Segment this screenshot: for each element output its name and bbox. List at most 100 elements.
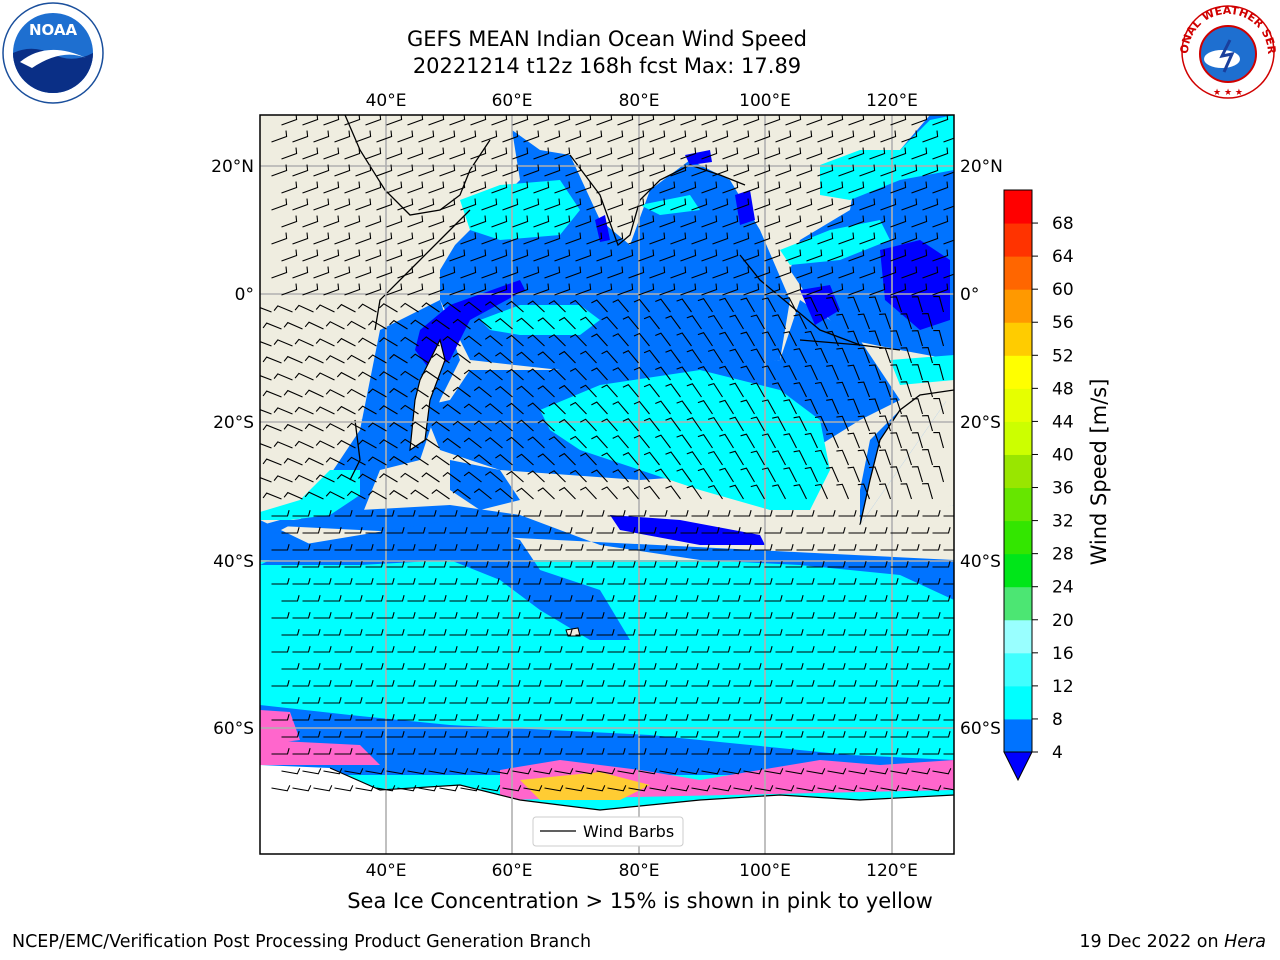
wind-barb — [764, 663, 783, 670]
wind-barb — [691, 680, 710, 687]
wind-barb — [911, 561, 930, 568]
wind-barb — [932, 561, 951, 568]
wind-barb — [544, 680, 563, 687]
wind-barb — [358, 439, 377, 449]
wind-barb — [262, 424, 282, 432]
wind-barb — [470, 147, 487, 160]
wind-barb — [484, 369, 503, 381]
wind-barb — [901, 130, 918, 143]
wind-barb — [719, 365, 734, 381]
wind-barb — [273, 373, 293, 381]
wind-barb — [859, 164, 876, 177]
wind-barb — [691, 130, 708, 143]
wind-barb — [554, 697, 573, 704]
wind-barb — [670, 612, 689, 619]
wind-barb — [932, 731, 951, 738]
wind-barb — [804, 364, 818, 381]
wind-barb — [428, 147, 445, 160]
barb-legend: Wind Barbs — [532, 816, 684, 847]
wind-barb — [764, 181, 781, 194]
wind-barb — [565, 714, 584, 721]
wind-barb — [879, 347, 892, 364]
wind-barb — [554, 147, 571, 160]
wind-barb — [537, 487, 555, 500]
wind-barb — [785, 527, 804, 534]
wind-barb — [355, 266, 372, 279]
wind-barb — [379, 337, 398, 347]
wind-barb — [502, 680, 521, 687]
wind-barb — [880, 785, 900, 792]
wind-barb — [733, 510, 752, 517]
wind-barb — [495, 386, 513, 398]
wind-barb — [649, 266, 666, 279]
wind-barb — [580, 384, 597, 398]
wind-barb — [334, 680, 353, 687]
wind-barb — [838, 130, 855, 143]
wind-barb — [827, 181, 844, 194]
wind-barb — [365, 629, 384, 636]
nws-logo: NATIONAL WEATHER SERVICE ★ ★ ★ — [1178, 2, 1278, 100]
wind-barb — [376, 544, 395, 551]
wind-barb — [569, 333, 587, 347]
wind-barb — [449, 147, 466, 160]
wind-barb — [449, 595, 468, 602]
wind-barb — [764, 768, 784, 775]
wind-barb — [633, 366, 650, 381]
wind-barb — [548, 334, 566, 347]
wind-barb — [922, 714, 941, 721]
wind-barb — [848, 147, 865, 160]
wind-barb — [601, 384, 618, 398]
wind-barb — [418, 544, 437, 551]
wind-barb — [869, 181, 886, 194]
wind-barb — [880, 266, 897, 279]
wind-barb — [491, 527, 510, 534]
wind-barb — [502, 646, 521, 653]
wind-barb — [859, 748, 878, 755]
wind-barb — [838, 646, 857, 653]
wind-barb — [670, 646, 689, 653]
wind-barb — [336, 473, 356, 483]
wind-barb — [686, 315, 702, 330]
svg-text:0°: 0° — [235, 285, 254, 305]
wind-barb — [596, 663, 615, 670]
wind-barb — [943, 753, 954, 755]
wind-barb — [304, 457, 324, 466]
wind-barb — [304, 321, 324, 330]
wind-barb — [586, 748, 605, 755]
wind-barb — [365, 527, 384, 534]
wind-barb — [463, 301, 482, 313]
wind-barb — [325, 491, 345, 500]
wind-barb — [868, 330, 882, 347]
wind-barb — [565, 544, 584, 551]
wind-barb — [733, 612, 752, 619]
wind-barb — [754, 198, 771, 211]
wind-barb — [628, 748, 647, 755]
wind-barb — [814, 381, 829, 398]
wind-barb — [775, 232, 792, 245]
wind-barb — [772, 484, 786, 500]
wind-barb — [575, 283, 592, 296]
wind-barb — [701, 768, 721, 775]
wind-barb — [344, 561, 363, 568]
wind-barb — [691, 232, 708, 245]
wind-barb — [379, 371, 398, 381]
wind-barb — [617, 147, 634, 160]
wind-barb — [868, 432, 882, 449]
wind-barb — [859, 266, 876, 279]
wind-barb — [473, 420, 492, 432]
wind-barb — [596, 215, 613, 228]
wind-barb — [334, 714, 353, 721]
wind-barb — [836, 381, 850, 398]
wind-barb — [707, 382, 723, 398]
wind-barb — [880, 130, 897, 143]
wind-barb — [628, 510, 647, 517]
wind-barb — [365, 561, 384, 568]
wind-barb — [596, 181, 613, 194]
wind-barb — [775, 785, 795, 792]
svg-text:★ ★ ★: ★ ★ ★ — [1213, 88, 1243, 98]
wind-barb — [628, 198, 645, 211]
wind-barb — [659, 147, 676, 160]
wind-barb — [365, 663, 384, 670]
wind-barb — [334, 510, 353, 517]
wind-barb — [607, 164, 624, 177]
